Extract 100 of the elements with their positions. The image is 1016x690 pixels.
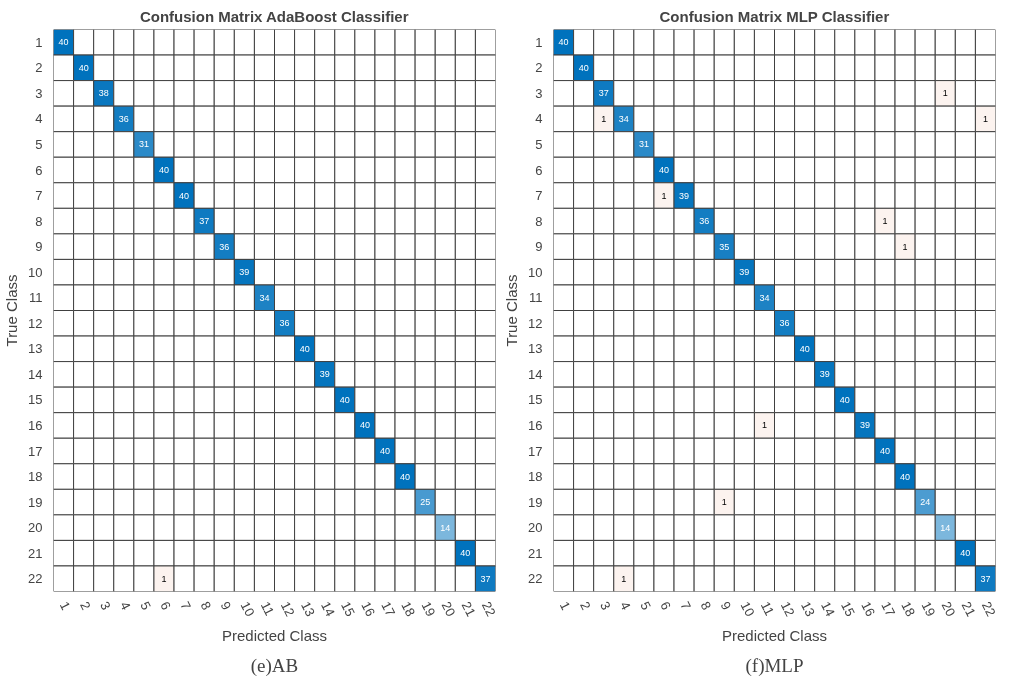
data-label: 40 xyxy=(299,343,310,354)
y-tick-label: 17 xyxy=(528,443,543,459)
data-label: 1 xyxy=(601,113,607,124)
data-label: 40 xyxy=(158,165,170,175)
data-label: 24 xyxy=(920,497,931,508)
data-label: 1 xyxy=(902,241,908,252)
data-label: 40 xyxy=(558,37,569,48)
y-axis-title: True Class xyxy=(503,274,521,347)
y-tick-label: 18 xyxy=(28,469,43,485)
x-tick-label: 6 xyxy=(657,599,674,613)
data-label: 40 xyxy=(658,165,670,175)
data-label: 1 xyxy=(982,113,988,124)
x-tick-label: 16 xyxy=(358,599,379,619)
y-tick-label: 20 xyxy=(28,520,43,536)
data-label: 40 xyxy=(379,446,391,456)
x-tick-label: 22 xyxy=(478,599,499,619)
data-label: 1 xyxy=(942,88,948,99)
data-label: 14 xyxy=(940,522,951,533)
y-tick-label: 13 xyxy=(28,341,43,357)
x-tick-label: 11 xyxy=(757,599,778,618)
x-tick-label: 15 xyxy=(838,599,859,619)
y-tick-label: 2 xyxy=(35,60,43,76)
y-tick-label: 20 xyxy=(528,520,543,536)
y-tick-label: 13 xyxy=(528,341,543,357)
data-label: 1 xyxy=(761,420,767,431)
x-tick-label: 20 xyxy=(938,599,959,619)
data-label: 40 xyxy=(339,394,350,405)
y-tick-label: 6 xyxy=(535,162,543,178)
data-label: 1 xyxy=(882,216,888,227)
y-tick-label: 7 xyxy=(35,188,43,204)
data-label: 37 xyxy=(480,573,491,584)
x-tick-label: 13 xyxy=(797,599,818,619)
data-label: 40 xyxy=(839,394,850,405)
x-tick-label: 8 xyxy=(197,599,215,613)
data-label: 37 xyxy=(980,573,991,584)
x-axis-title: Predicted Class xyxy=(721,627,828,645)
text: (e)AB xyxy=(250,654,299,677)
y-tick-label: 3 xyxy=(35,85,43,101)
y-tick-label: 1 xyxy=(535,34,543,50)
data-label: 40 xyxy=(799,343,810,354)
data-label: 35 xyxy=(719,241,730,252)
x-tick-label: 4 xyxy=(117,599,134,613)
y-tick-label: 14 xyxy=(28,366,43,382)
data-label: 39 xyxy=(819,369,830,380)
y-tick-label: 22 xyxy=(528,571,543,587)
y-tick-label: 3 xyxy=(535,85,543,101)
x-tick-label: 9 xyxy=(717,599,735,613)
x-tick-label: 2 xyxy=(576,599,594,613)
data-label: 40 xyxy=(960,548,971,559)
data-label: 40 xyxy=(78,62,89,73)
x-tick-label: 5 xyxy=(137,599,154,613)
x-tick-label: 8 xyxy=(697,599,715,613)
y-tick-label: 12 xyxy=(28,315,43,331)
data-label: 1 xyxy=(161,573,167,584)
x-tick-label: 19 xyxy=(418,599,439,619)
y-tick-label: 19 xyxy=(28,494,43,510)
data-label: 40 xyxy=(460,548,471,559)
y-tick-label: 5 xyxy=(535,136,543,152)
data-label: 36 xyxy=(779,318,790,329)
data-label: 39 xyxy=(239,267,250,278)
data-label: 40 xyxy=(179,190,190,201)
y-tick-label: 15 xyxy=(28,392,43,408)
data-label: 40 xyxy=(58,37,69,48)
data-label: 1 xyxy=(621,573,627,584)
data-label: 37 xyxy=(598,88,609,99)
data-label: 14 xyxy=(440,522,451,533)
y-tick-label: 9 xyxy=(535,239,543,255)
x-tick-label: 17 xyxy=(378,599,399,619)
x-tick-label: 6 xyxy=(157,599,174,613)
data-label: 39 xyxy=(319,369,330,380)
x-tick-label: 14 xyxy=(318,599,338,619)
y-tick-label: 8 xyxy=(535,213,543,229)
y-tick-label: 16 xyxy=(28,417,43,433)
data-label: 34 xyxy=(618,113,629,124)
x-tick-label: 19 xyxy=(918,599,939,619)
x-tick-label: 12 xyxy=(277,599,298,619)
x-tick-label: 10 xyxy=(237,599,258,619)
x-tick-label: 22 xyxy=(978,599,999,619)
y-tick-label: 10 xyxy=(528,264,543,280)
y-tick-label: 12 xyxy=(528,315,543,331)
y-tick-label: 10 xyxy=(28,264,43,280)
x-tick-label: 5 xyxy=(637,599,654,613)
y-tick-label: 18 xyxy=(528,469,543,485)
data-label: 40 xyxy=(879,446,891,456)
x-tick-label: 18 xyxy=(398,599,419,619)
y-tick-label: 4 xyxy=(535,111,543,127)
text: (f)MLP xyxy=(745,654,804,677)
y-tick-label: 11 xyxy=(529,290,543,306)
y-tick-label: 19 xyxy=(528,494,543,510)
data-label: 38 xyxy=(98,88,109,99)
y-tick-label: 6 xyxy=(35,162,43,178)
data-label: 40 xyxy=(900,471,911,482)
chart-title: Confusion Matrix AdaBoost Classifier xyxy=(139,7,409,25)
data-label: 40 xyxy=(359,420,370,431)
x-tick-label: 3 xyxy=(97,599,114,613)
x-tick-label: 11 xyxy=(257,599,278,618)
data-label: 36 xyxy=(279,318,290,329)
y-tick-label: 9 xyxy=(35,239,43,255)
x-tick-label: 10 xyxy=(737,599,758,619)
data-label: 1 xyxy=(661,190,667,201)
